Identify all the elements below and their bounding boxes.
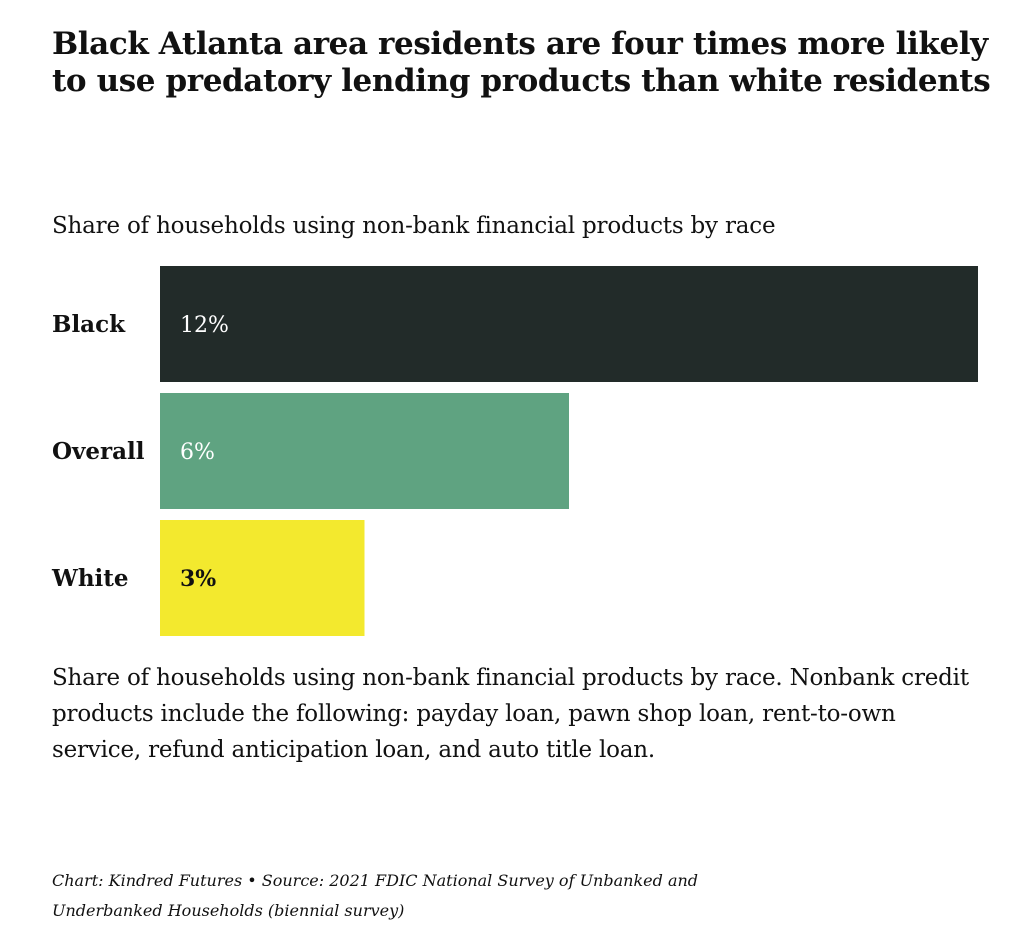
category-label-overall: Overall	[52, 438, 145, 465]
chart-title: Black Atlanta area residents are four ti…	[52, 26, 991, 99]
category-label-black: Black	[52, 311, 126, 338]
value-label-overall: 6%	[180, 440, 215, 465]
chart-subtitle: Share of households using non-bank finan…	[52, 213, 776, 239]
bar-black	[160, 266, 978, 382]
chart-note: Share of households using non-bank finan…	[52, 665, 969, 763]
category-label-white: White	[51, 565, 129, 592]
source-credit: Chart: Kindred Futures • Source: 2021 FD…	[52, 871, 699, 920]
bar-overall	[160, 393, 569, 509]
value-label-black: 12%	[180, 313, 229, 338]
bar-chart: Black 12% Overall 6% White 3%	[51, 266, 978, 636]
bar-white	[160, 520, 365, 636]
value-label-white: 3%	[180, 566, 216, 592]
